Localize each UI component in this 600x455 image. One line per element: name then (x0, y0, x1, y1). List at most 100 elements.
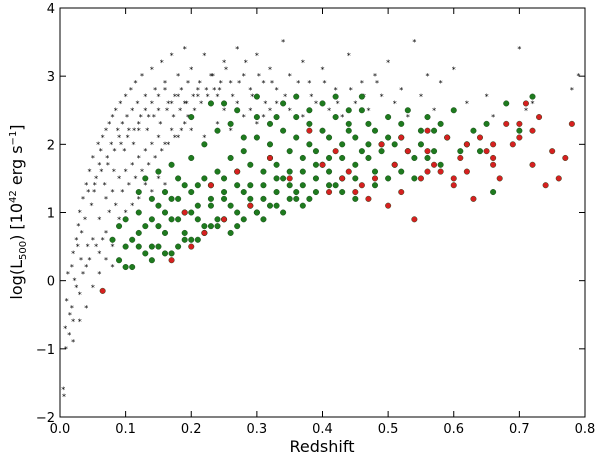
data-point-green (194, 216, 201, 223)
data-point-black: * (283, 93, 287, 102)
data-point-black: * (137, 127, 141, 136)
data-point-black: * (147, 161, 151, 170)
data-point-black: * (301, 59, 305, 68)
data-point-black: * (112, 147, 116, 156)
data-point-green (490, 189, 497, 196)
data-point-green (339, 189, 346, 196)
data-point-black: * (84, 181, 88, 190)
data-point-green (358, 93, 365, 100)
data-point-red (267, 154, 274, 161)
data-point-green (168, 161, 175, 168)
data-point-black: * (176, 72, 180, 81)
y-tick-label: 3 (47, 70, 55, 85)
data-point-black: * (196, 86, 200, 95)
data-point-green (148, 216, 155, 223)
data-point-red (372, 175, 379, 182)
y-tick-label: 4 (47, 2, 55, 17)
data-point-green (437, 120, 444, 127)
data-point-red (477, 134, 484, 141)
data-point-red (536, 114, 543, 121)
data-point-black: * (406, 113, 410, 122)
data-point-green (299, 168, 306, 175)
data-point-green (253, 134, 260, 141)
data-point-black: * (163, 181, 167, 190)
data-point-green (267, 202, 274, 209)
data-point-green (129, 236, 136, 243)
data-point-black: * (270, 79, 274, 88)
data-point-green (332, 93, 339, 100)
data-point-black: * (375, 79, 379, 88)
data-point-green (417, 141, 424, 148)
data-point-black: * (84, 304, 88, 313)
data-point-red (207, 182, 214, 189)
data-point-green (411, 154, 418, 161)
data-point-green (286, 182, 293, 189)
data-point-black: * (83, 215, 87, 224)
data-point-green (306, 120, 313, 127)
data-point-black: * (281, 38, 285, 47)
data-point-green (306, 141, 313, 148)
data-point-red (358, 182, 365, 189)
data-point-black: * (570, 86, 574, 95)
data-point-green (247, 161, 254, 168)
data-point-black: * (86, 243, 90, 252)
data-point-green (201, 175, 208, 182)
data-point-red (306, 127, 313, 134)
data-point-black: * (86, 188, 90, 197)
data-point-red (483, 148, 490, 155)
data-point-red (516, 120, 523, 127)
data-point-black: * (296, 79, 300, 88)
data-point-black: * (165, 106, 169, 115)
data-point-red (188, 243, 195, 250)
data-point-black: * (399, 86, 403, 95)
data-point-black: * (132, 127, 136, 136)
data-point-black: * (78, 318, 82, 327)
data-point-green (326, 154, 333, 161)
data-point-red (549, 148, 556, 155)
data-point-black: * (130, 106, 134, 115)
data-point-black: * (288, 72, 292, 81)
data-point-green (201, 141, 208, 148)
data-point-black: * (99, 168, 103, 177)
data-point-black: * (112, 168, 116, 177)
data-point-black: * (104, 229, 108, 238)
data-point-black: * (531, 99, 535, 108)
data-point-green (161, 209, 168, 216)
data-point-green (372, 127, 379, 134)
data-point-green (253, 114, 260, 121)
data-point-red (503, 120, 510, 127)
data-point-green (417, 127, 424, 134)
data-point-green (234, 182, 241, 189)
data-point-green (516, 127, 523, 134)
data-point-red (352, 189, 359, 196)
data-point-red (385, 202, 392, 209)
data-point-black: * (122, 147, 126, 156)
data-point-green (352, 175, 359, 182)
data-point-red (286, 175, 293, 182)
data-point-red (542, 182, 549, 189)
data-point-green (299, 154, 306, 161)
x-tick-label: 0.5 (378, 422, 399, 437)
data-point-black: * (116, 127, 120, 136)
data-point-black: * (63, 324, 67, 333)
data-point-red (168, 257, 175, 264)
data-point-black: * (88, 256, 92, 265)
data-point-black: * (120, 188, 124, 197)
x-tick-label: 0.1 (115, 422, 136, 437)
data-point-green (286, 168, 293, 175)
data-point-green (207, 223, 214, 230)
data-point-green (339, 141, 346, 148)
data-point-black: * (152, 113, 156, 122)
data-point-green (260, 168, 267, 175)
data-point-green (234, 223, 241, 230)
data-point-black: * (327, 106, 331, 115)
data-point-black: * (107, 120, 111, 129)
data-point-black: * (91, 283, 95, 292)
data-point-red (378, 141, 385, 148)
data-point-green (326, 134, 333, 141)
data-point-black: * (301, 113, 305, 122)
data-point-black: * (242, 72, 246, 81)
data-point-black: * (275, 99, 279, 108)
data-point-black: * (268, 65, 272, 74)
data-point-black: * (94, 243, 98, 252)
